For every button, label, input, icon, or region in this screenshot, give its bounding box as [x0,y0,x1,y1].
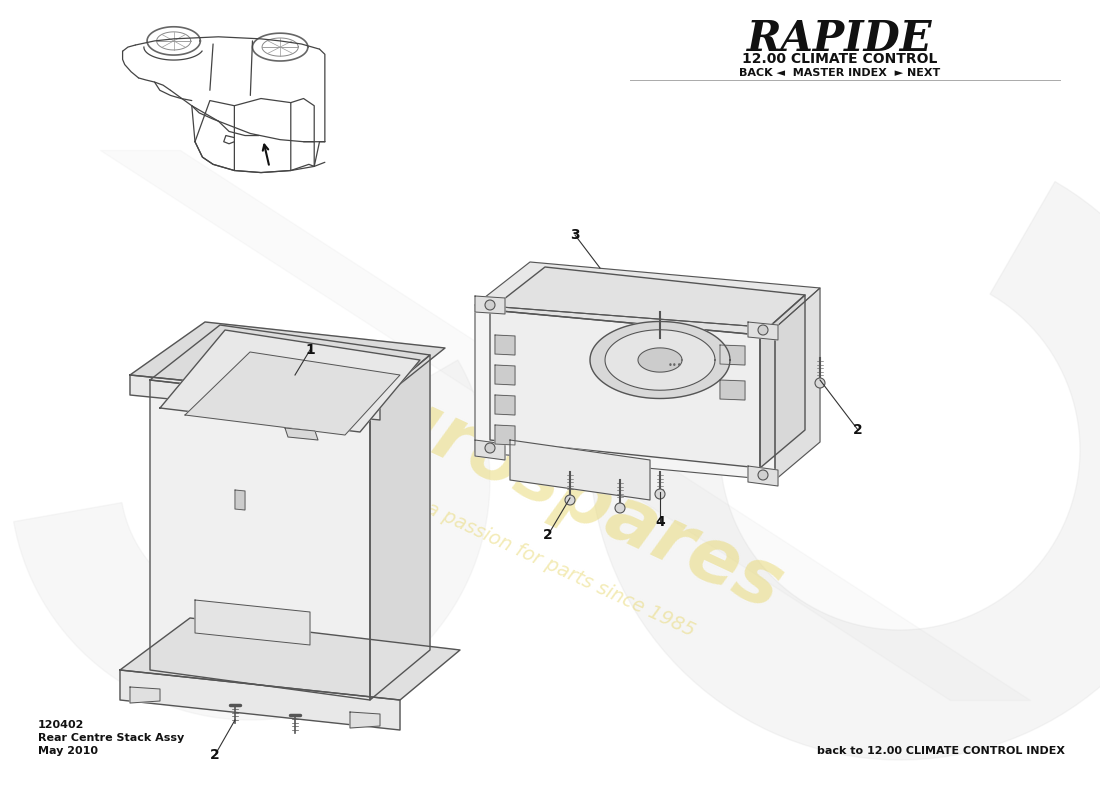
Text: 2: 2 [854,423,862,437]
Polygon shape [590,182,1100,760]
Polygon shape [748,466,778,486]
Text: 2: 2 [543,528,553,542]
Polygon shape [120,618,460,700]
Text: RAPIDE: RAPIDE [747,18,933,60]
Circle shape [815,378,825,388]
Polygon shape [475,296,505,314]
Polygon shape [130,322,446,400]
Polygon shape [150,325,430,405]
Polygon shape [13,360,490,720]
Polygon shape [490,267,805,335]
Polygon shape [510,440,650,500]
Circle shape [654,489,666,499]
Circle shape [615,503,625,513]
Polygon shape [490,310,760,468]
Polygon shape [120,670,400,730]
Polygon shape [590,322,730,398]
Circle shape [485,443,495,453]
Polygon shape [720,345,745,365]
Polygon shape [475,440,505,460]
Text: eurospares: eurospares [326,354,794,626]
Polygon shape [130,375,380,420]
Polygon shape [638,348,682,372]
Polygon shape [185,352,400,435]
Polygon shape [475,305,776,480]
Text: a passion for parts since 1985: a passion for parts since 1985 [422,499,697,641]
Polygon shape [370,355,430,700]
Text: 1: 1 [305,343,315,357]
Polygon shape [475,262,820,328]
Polygon shape [195,600,310,645]
Polygon shape [160,330,420,432]
Polygon shape [495,425,515,445]
Polygon shape [130,687,159,703]
Polygon shape [235,490,245,510]
Polygon shape [760,295,805,468]
Polygon shape [748,322,778,340]
Polygon shape [495,365,515,385]
Text: 3: 3 [570,228,580,242]
Text: Rear Centre Stack Assy: Rear Centre Stack Assy [39,733,185,743]
Polygon shape [350,712,380,728]
Text: BACK ◄  MASTER INDEX  ► NEXT: BACK ◄ MASTER INDEX ► NEXT [739,68,940,78]
Text: May 2010: May 2010 [39,746,98,756]
Text: 4: 4 [656,515,664,529]
Polygon shape [720,380,745,400]
Polygon shape [495,395,515,415]
Circle shape [565,495,575,505]
Circle shape [758,470,768,480]
Text: 2: 2 [210,748,220,762]
Polygon shape [495,335,515,355]
Circle shape [758,325,768,335]
Polygon shape [285,428,318,440]
Polygon shape [150,380,370,700]
Polygon shape [605,330,715,390]
Text: back to 12.00 CLIMATE CONTROL INDEX: back to 12.00 CLIMATE CONTROL INDEX [817,746,1065,756]
Polygon shape [776,288,820,480]
Text: 120402: 120402 [39,720,85,730]
Circle shape [485,300,495,310]
Text: •••: ••• [668,361,683,370]
Text: 12.00 CLIMATE CONTROL: 12.00 CLIMATE CONTROL [742,52,937,66]
